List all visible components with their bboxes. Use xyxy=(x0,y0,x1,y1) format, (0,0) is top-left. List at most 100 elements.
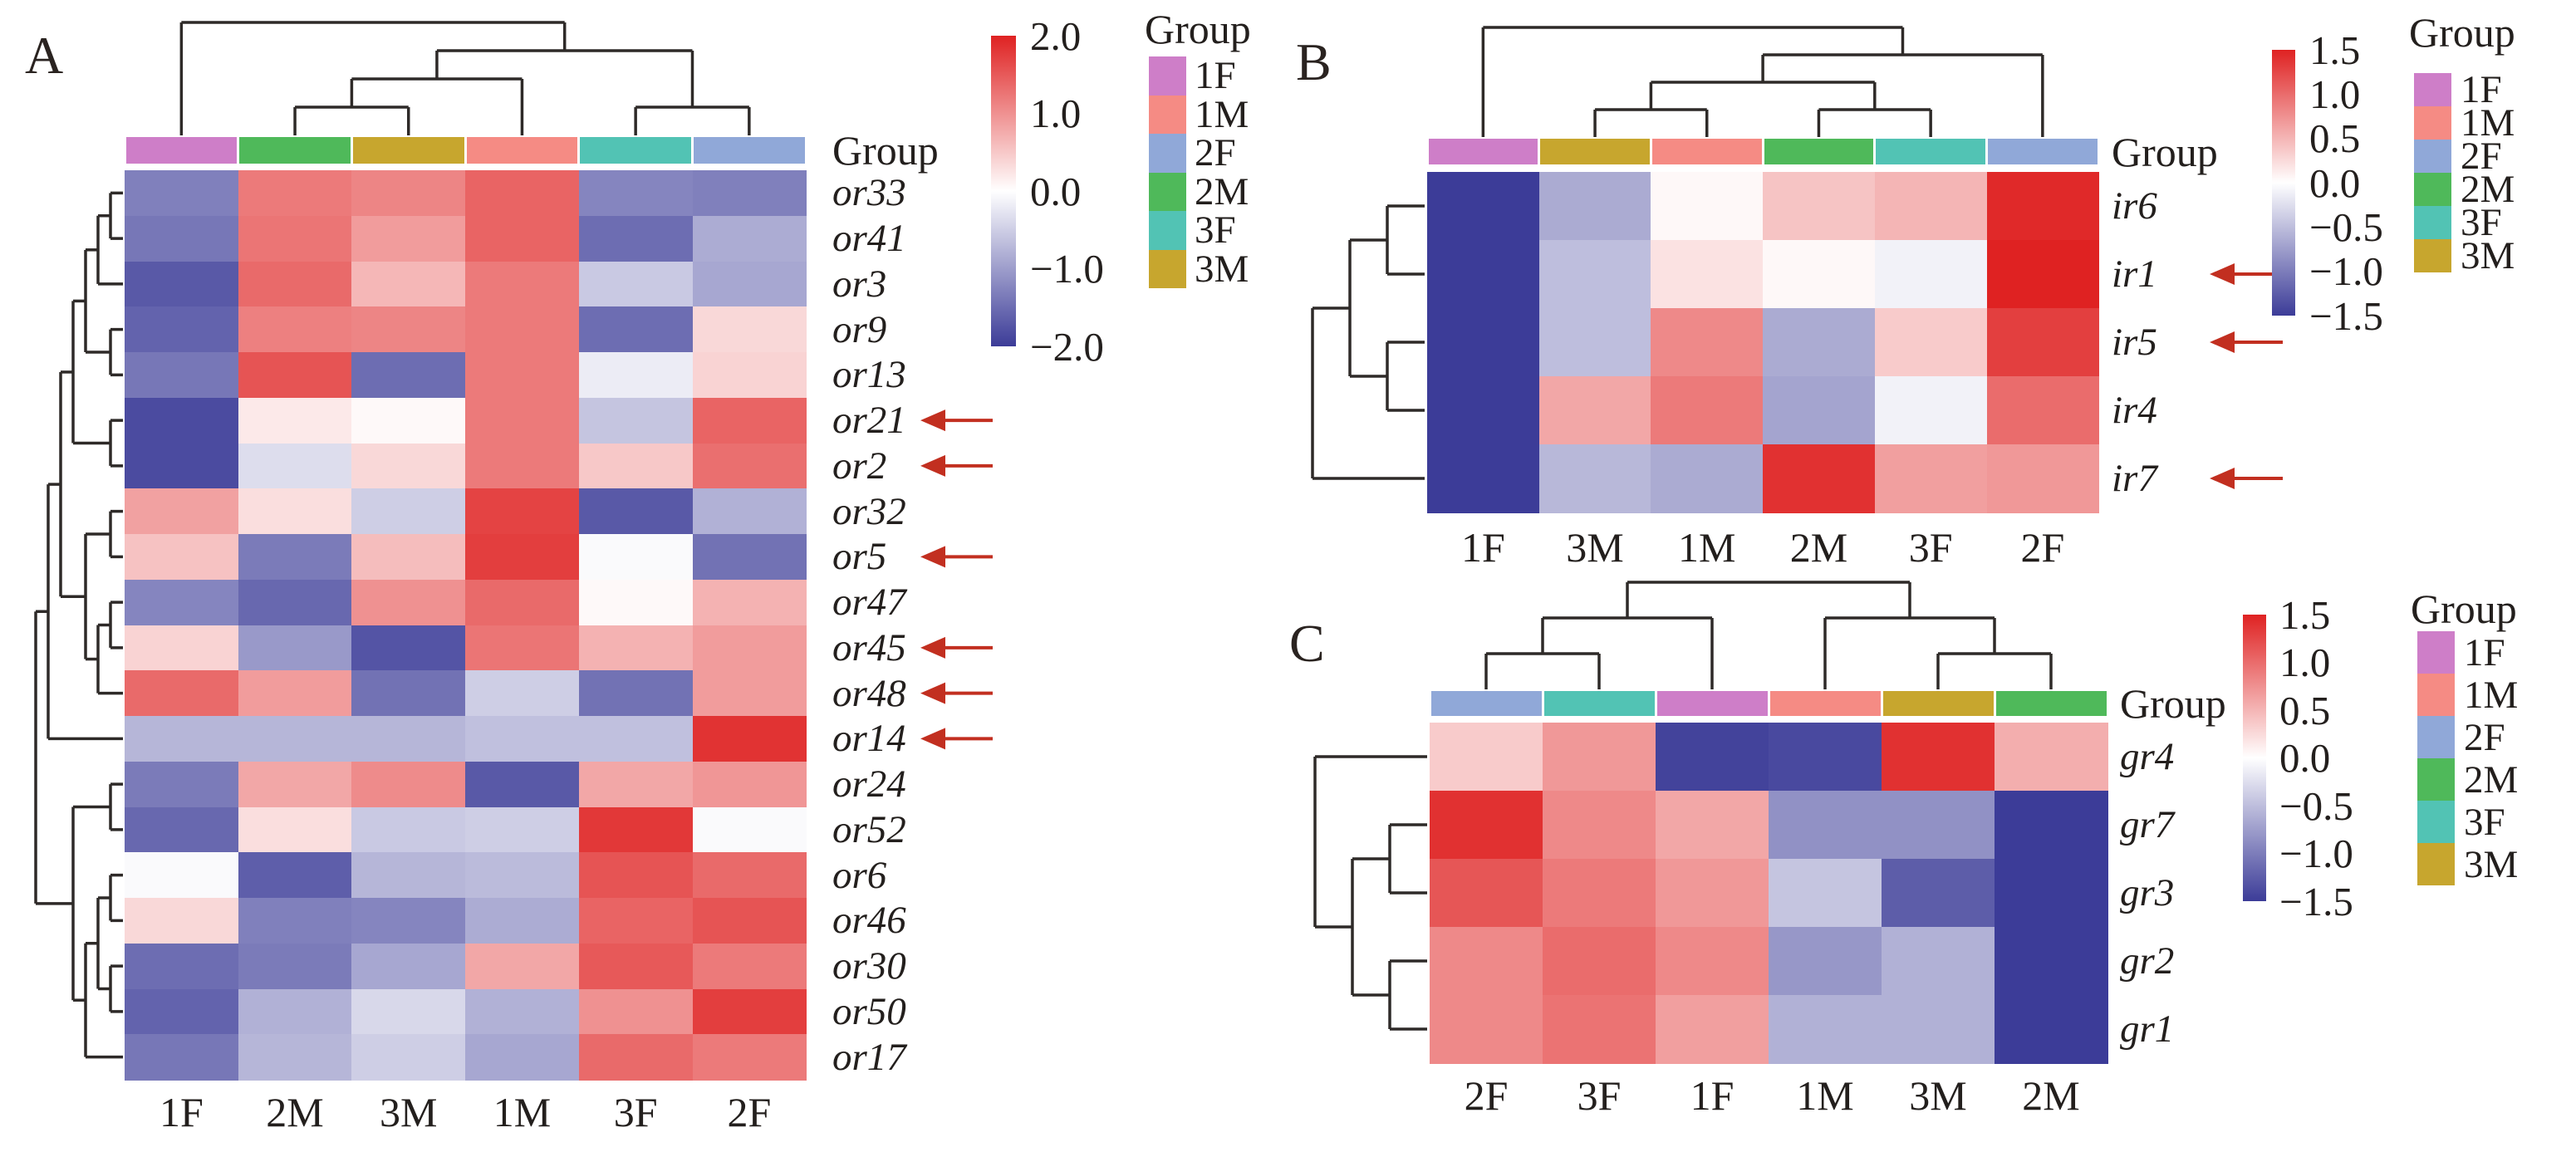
significant-row-arrow-icon xyxy=(920,409,993,432)
heatmap-cell xyxy=(692,579,807,626)
heatmap-cell xyxy=(692,352,807,399)
heatmap-cell xyxy=(351,806,466,853)
heatmap-cell xyxy=(692,943,807,990)
column-label-3M: 3M xyxy=(380,1089,438,1135)
heatmap-cell xyxy=(238,988,352,1035)
group-annotation-segment-1M xyxy=(1651,139,1762,164)
heatmap-cell xyxy=(351,852,466,899)
heatmap-cell xyxy=(1656,723,1769,792)
group-annotation-segment-2M xyxy=(1764,139,1874,164)
heatmap-cell xyxy=(578,1034,694,1081)
heatmap-cell xyxy=(125,215,239,262)
heatmap-cell xyxy=(1427,444,1540,513)
heatmap-cell xyxy=(1538,308,1651,377)
heatmap-cell xyxy=(578,215,694,262)
heatmap-cell xyxy=(351,261,466,307)
row-label-gr7: gr7 xyxy=(2120,803,2175,846)
heatmap-cell xyxy=(465,943,580,990)
colorbar-tick-label: 0.0 xyxy=(1030,168,1082,214)
heatmap-cell xyxy=(1543,723,1656,792)
group-annotation-segment-1F xyxy=(1656,691,1768,716)
legend-swatch-3M xyxy=(2417,843,2455,885)
heatmap-cell xyxy=(238,215,352,262)
row-label-or24: or24 xyxy=(832,762,906,806)
legend-label-3M: 3M xyxy=(1195,247,1249,291)
heatmap-cell xyxy=(1769,723,1882,792)
column-label-1F: 1F xyxy=(1690,1072,1735,1119)
heatmap-cell xyxy=(1651,376,1764,445)
heatmap-cell xyxy=(578,670,694,717)
heatmap-cell xyxy=(1430,791,1543,860)
legend-label-1F: 1F xyxy=(2464,630,2505,674)
column-label-1M: 1M xyxy=(493,1089,552,1135)
heatmap-cell xyxy=(1986,240,2099,309)
row-label-ir5: ir5 xyxy=(2112,321,2157,364)
heatmap-cell xyxy=(125,443,239,489)
heatmap-cell xyxy=(578,898,694,944)
heatmap-cell xyxy=(1651,240,1764,309)
heatmap-cell xyxy=(1538,172,1651,241)
row-label-or3: or3 xyxy=(832,262,887,306)
column-label-3F: 3F xyxy=(613,1089,658,1135)
heatmap-cell xyxy=(578,261,694,307)
column-label-3F: 3F xyxy=(1908,524,1953,571)
heatmap-cell xyxy=(1543,927,1656,996)
group-annotation-segment-3F xyxy=(1876,139,1985,164)
heatmap-cell xyxy=(125,670,239,717)
legend-swatch-2M xyxy=(1149,172,1186,211)
row-label-or30: or30 xyxy=(832,944,906,988)
heatmap-cell xyxy=(351,443,466,489)
row-label-ir6: ir6 xyxy=(2112,184,2157,228)
heatmap-cell xyxy=(692,988,807,1035)
heatmap-cell xyxy=(1427,172,1540,241)
group-annotation-segment-1M xyxy=(466,137,578,164)
heatmap-cell xyxy=(125,852,239,899)
colorbar-tick-label: 0.0 xyxy=(2279,735,2331,781)
row-label-or17: or17 xyxy=(832,1035,906,1079)
heatmap-cell xyxy=(351,579,466,626)
heatmap-cell xyxy=(1882,927,1995,996)
heatmap-cell xyxy=(692,852,807,899)
heatmap-cell xyxy=(692,443,807,489)
group-annotation-segment-3M xyxy=(1882,691,1994,716)
heatmap-cell xyxy=(351,215,466,262)
legend-label-2M: 2M xyxy=(1195,169,1249,213)
heatmap-cell xyxy=(1986,172,2099,241)
heatmap-cell xyxy=(1656,995,1769,1064)
heatmap-cell xyxy=(578,716,694,762)
legend-swatch-3F xyxy=(2414,206,2451,239)
group-annotation-segment-2M xyxy=(1995,691,2107,716)
heatmap-cell xyxy=(578,943,694,990)
colorbar-tick-label: 1.5 xyxy=(2309,27,2361,73)
heatmap-cell xyxy=(465,306,580,353)
legend-label-1F: 1F xyxy=(2461,68,2502,111)
legend-swatch-2F xyxy=(1149,134,1186,173)
heatmap-cell xyxy=(238,443,352,489)
legend-title: Group xyxy=(2411,586,2517,632)
heatmap-cell xyxy=(465,988,580,1035)
heatmap-cell xyxy=(692,761,807,808)
heatmap-cell xyxy=(578,443,694,489)
column-label-1F: 1F xyxy=(159,1089,204,1135)
legend-label-1F: 1F xyxy=(1195,54,1236,98)
row-label-or5: or5 xyxy=(832,535,887,579)
heatmap-cell xyxy=(351,988,466,1035)
heatmap-cell xyxy=(1763,376,1876,445)
legend-swatch-2M xyxy=(2417,758,2455,801)
group-annotation-segment-2F xyxy=(694,137,805,164)
heatmap-cell xyxy=(1882,859,1995,928)
group-annotation-segment-1F xyxy=(125,137,238,164)
row-label-or13: or13 xyxy=(832,353,906,397)
heatmap-cell xyxy=(1874,240,1988,309)
heatmap-cell xyxy=(1986,308,2099,377)
colorbar-tick-label: 1.0 xyxy=(2279,640,2331,685)
heatmap-cell xyxy=(692,1034,807,1081)
heatmap-cell xyxy=(125,761,239,808)
heatmap-cell xyxy=(465,397,580,444)
heatmap-cell xyxy=(1874,308,1988,377)
heatmap-cell xyxy=(1656,927,1769,996)
heatmap-cell xyxy=(351,670,466,717)
heatmap-cell xyxy=(238,625,352,671)
heatmap-cell xyxy=(238,170,352,217)
